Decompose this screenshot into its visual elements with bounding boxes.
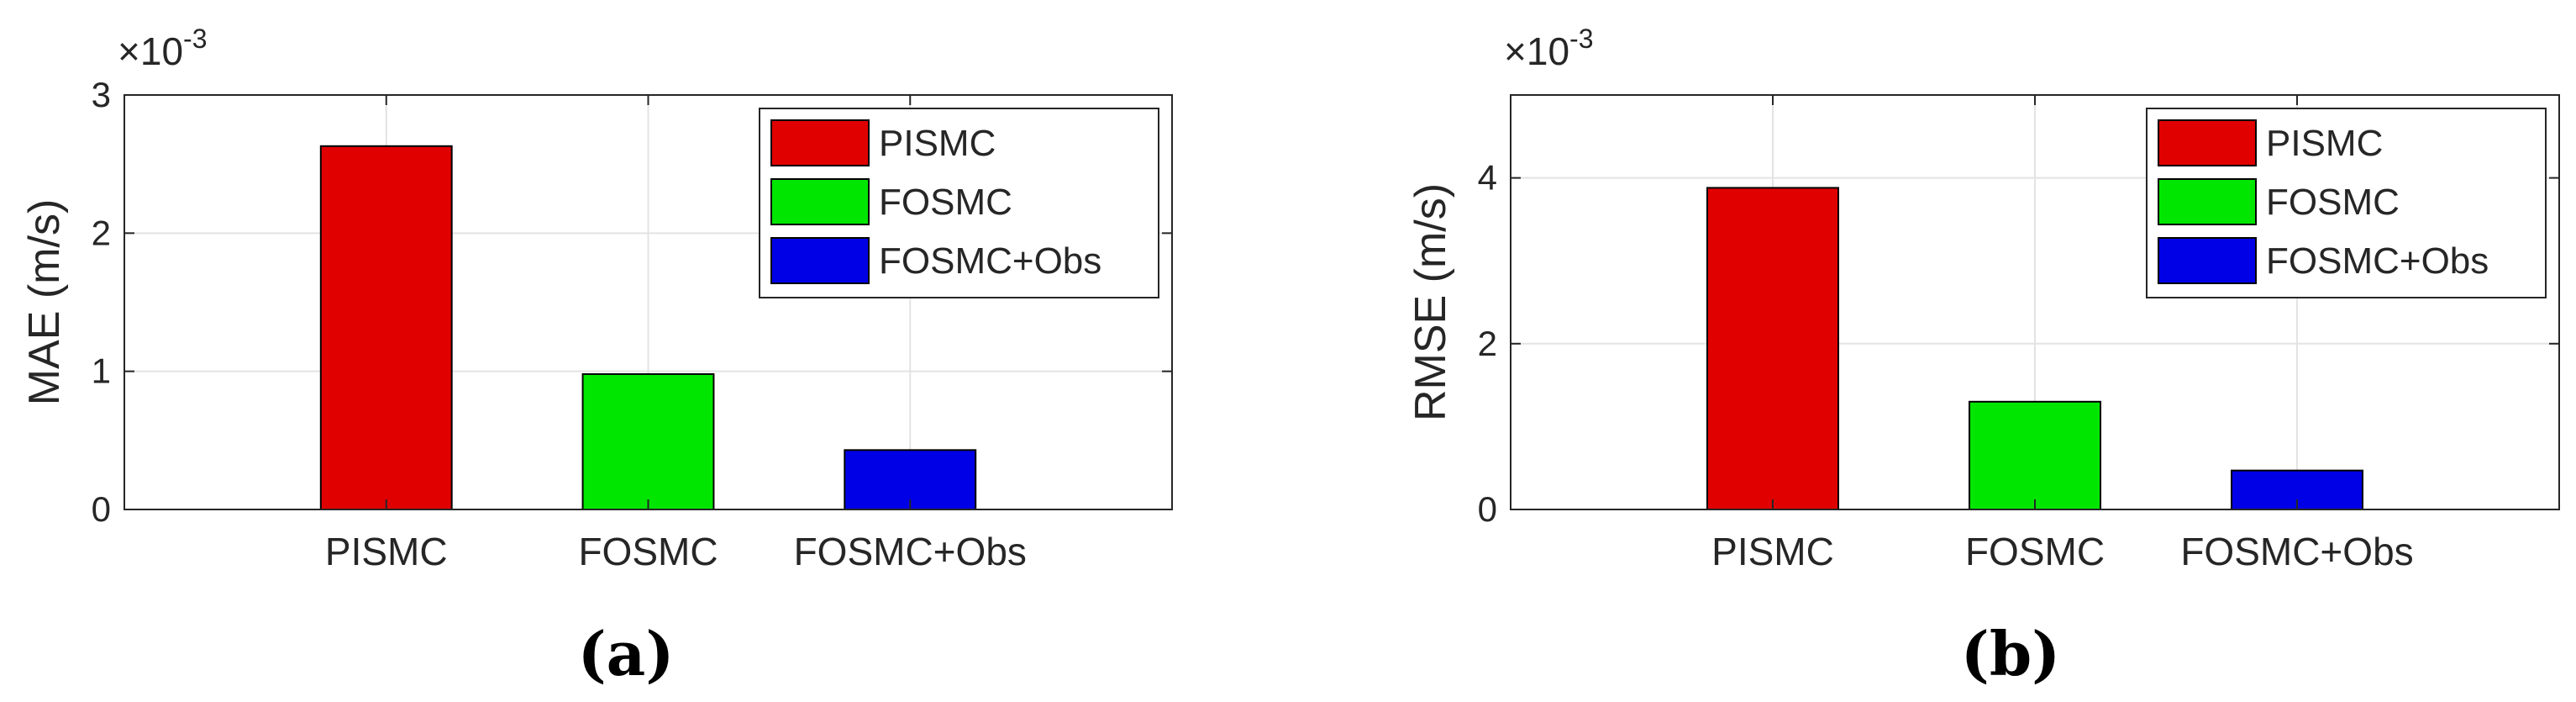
legend-label: PISMC [2266, 123, 2383, 164]
y-tick-label: 3 [92, 75, 111, 114]
legend: PISMC FOSMC FOSMC+Obs [759, 108, 1159, 298]
y-multiplier-exponent: -3 [1569, 24, 1593, 54]
legend-swatch-fosmc [2158, 178, 2257, 225]
legend-swatch-fosmc [770, 178, 870, 225]
legend-label: FOSMC+Obs [879, 240, 1101, 282]
legend-swatch-pismc [2158, 119, 2257, 166]
y-tick-label: 2 [1478, 324, 1497, 363]
y-tick-label: 2 [92, 213, 111, 252]
panel-b-rmse-chart: 0 2 4 PISMC FOSMC FOSMC+Obs RMSE (m/s) ×10-3 PIS… [1406, 24, 2560, 689]
x-category-label: PISMC [325, 530, 448, 573]
y-tick-label: 0 [1478, 489, 1497, 529]
legend-label: FOSMC [879, 182, 1012, 223]
y-tick-label: 1 [92, 351, 111, 391]
x-category-label: FOSMC+Obs [2180, 530, 2413, 573]
y-multiplier-label: ×10-3 [118, 24, 207, 73]
bar-pismc [319, 145, 453, 510]
y-tick-label: 0 [92, 489, 111, 529]
legend-label: FOSMC+Obs [2266, 240, 2489, 282]
x-category-label: FOSMC [1965, 530, 2105, 573]
x-category-label: FOSMC [578, 530, 718, 573]
bar-fosmc [1969, 400, 2101, 510]
y-multiplier-label: ×10-3 [1504, 24, 1593, 73]
legend-label: PISMC [879, 123, 996, 164]
y-multiplier-exponent: -3 [183, 24, 207, 54]
bar-fosmc [581, 372, 715, 510]
y-axis-label: RMSE (m/s) [1406, 183, 1455, 421]
legend: PISMC FOSMC FOSMC+Obs [2146, 108, 2547, 298]
y-multiplier-base: ×10 [118, 29, 183, 73]
panel-a-mae-chart: 0 1 2 3 PISMC FOSMC FOSMC+Obs MAE (m/s) ×10-3 PIS… [20, 24, 1173, 689]
legend-swatch-fosmc-obs [2158, 237, 2257, 284]
legend-label: FOSMC [2266, 182, 2400, 223]
x-category-label: FOSMC+Obs [794, 530, 1027, 573]
y-tick-label: 4 [1478, 158, 1497, 198]
legend-swatch-pismc [770, 119, 870, 166]
y-axis-label: MAE (m/s) [20, 199, 69, 406]
panel-caption: (b) [1961, 618, 2060, 689]
x-category-label: PISMC [1711, 530, 1834, 573]
legend-swatch-fosmc-obs [770, 237, 870, 284]
bar-pismc [1706, 187, 1839, 510]
y-multiplier-base: ×10 [1504, 29, 1569, 73]
panel-caption: (a) [578, 618, 675, 689]
